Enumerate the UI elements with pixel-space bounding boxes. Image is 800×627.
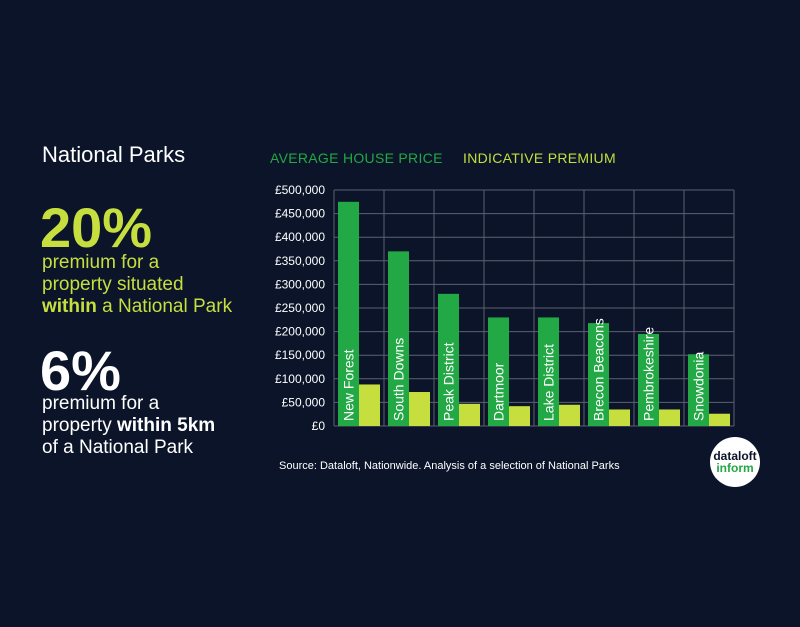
category-label: Pembrokeshire [641, 327, 657, 421]
logo-line2: inform [716, 461, 754, 475]
category-label: Dartmoor [491, 362, 507, 421]
bar-indicative-premium [659, 409, 680, 426]
stat-6-plain: property [42, 415, 117, 436]
stat-20-line3: within a National Park [42, 296, 232, 318]
stat-6-description: premium for a property within 5km of a N… [42, 393, 215, 459]
stat-6-percent: 6% [40, 339, 121, 402]
category-label: Brecon Beacons [591, 318, 607, 421]
source-note: Source: Dataloft, Nationwide. Analysis o… [279, 460, 620, 472]
bar-indicative-premium [359, 384, 380, 426]
stat-6-line1: premium for a [42, 393, 160, 414]
y-tick-label: £250,000 [275, 301, 325, 315]
stat-20-bold: within [42, 296, 97, 317]
category-label: Lake District [541, 344, 557, 421]
y-tick-label: £150,000 [275, 348, 325, 362]
bar-average-house-price [438, 293, 459, 426]
stat-6-line2: property within 5km [42, 415, 215, 437]
y-tick-label: £500,000 [275, 183, 325, 197]
stat-6-line3: of a National Park [42, 437, 194, 458]
bar-average-house-price [688, 354, 709, 426]
bar-average-house-price [388, 251, 409, 426]
stat-20-description: premium for a property situated within a… [42, 252, 232, 318]
legend-indicative-premium: INDICATIVE PREMIUM [463, 150, 616, 166]
category-label: Snowdonia [691, 352, 707, 421]
bar-indicative-premium [609, 409, 630, 426]
bar-average-house-price [488, 317, 509, 426]
y-tick-label: £350,000 [275, 254, 325, 268]
y-tick-label: £100,000 [275, 372, 325, 386]
stat-20-rest: a National Park [96, 296, 233, 317]
y-tick-label: £50,000 [282, 395, 326, 409]
y-tick-label: £0 [312, 419, 326, 433]
category-label: South Downs [391, 338, 407, 421]
bar-indicative-premium [409, 392, 430, 426]
bar-indicative-premium [459, 403, 480, 426]
legend-average-house-price: AVERAGE HOUSE PRICE [270, 150, 443, 166]
bar-indicative-premium [709, 413, 730, 426]
y-tick-label: £450,000 [275, 207, 325, 221]
stat-20-line2: property situated [42, 274, 184, 295]
bar-average-house-price [538, 317, 559, 426]
stat-20-percent: 20% [40, 196, 153, 259]
bar-average-house-price [338, 201, 359, 426]
stat-20-line1: premium for a [42, 252, 160, 273]
bar-indicative-premium [559, 404, 580, 426]
bar-average-house-price [638, 333, 659, 426]
stat-6-bold: within 5km [116, 415, 216, 436]
category-label: New Forest [341, 349, 357, 421]
y-tick-label: £200,000 [275, 325, 325, 339]
bar-average-house-price [588, 323, 609, 426]
y-tick-label: £300,000 [275, 277, 325, 291]
category-label: Peak District [441, 342, 457, 421]
bar-indicative-premium [509, 406, 530, 426]
panel-title: National Parks [42, 142, 186, 167]
y-tick-label: £400,000 [275, 230, 325, 244]
dataloft-logo: dataloft inform [710, 437, 760, 487]
logo-line1: dataloft [713, 449, 757, 463]
